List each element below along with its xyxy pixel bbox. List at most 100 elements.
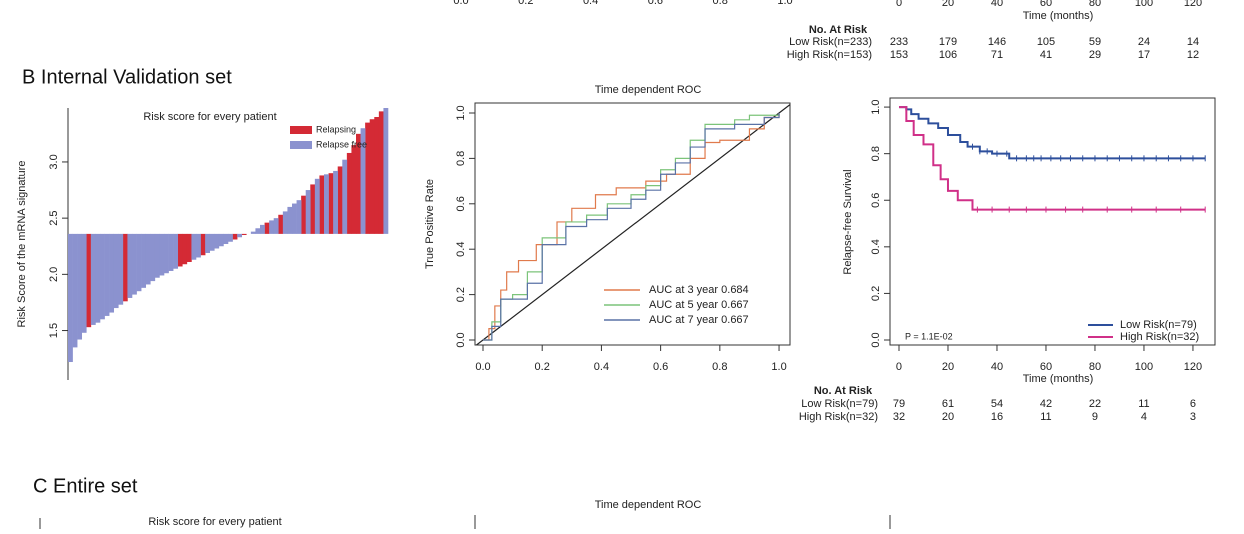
bar xyxy=(109,233,115,313)
x-tick-label: 0.0 xyxy=(453,0,468,7)
y-tick-label: 2.5 xyxy=(48,211,60,226)
bar xyxy=(127,233,133,298)
risk-table-cell: 6 xyxy=(1190,398,1196,410)
y-tick-label: 0.4 xyxy=(455,242,467,257)
x-tick-label: 0 xyxy=(896,0,902,9)
legend-swatch xyxy=(290,126,312,134)
y-tick-label: 0.6 xyxy=(455,196,467,211)
x-tick-label: 40 xyxy=(991,0,1003,9)
bar xyxy=(150,233,156,282)
x-tick-label: 0.8 xyxy=(712,361,727,373)
x-tick-label: 0.4 xyxy=(594,361,609,373)
risk-table-cell: 71 xyxy=(991,49,1003,61)
bar xyxy=(264,222,270,234)
legend-label: AUC at 3 year 0.684 xyxy=(649,284,749,296)
x-tick-label: 0 xyxy=(896,361,902,373)
risk-table-cell: 179 xyxy=(939,36,957,48)
bar xyxy=(282,211,288,234)
risk-table-cell: 153 xyxy=(890,49,908,61)
roc-curve xyxy=(482,112,780,341)
bar xyxy=(269,220,275,234)
risk-table-cell: 3 xyxy=(1190,411,1196,423)
survival-curve xyxy=(898,106,1206,160)
bar xyxy=(81,233,87,333)
x-axis-label: Time (months) xyxy=(1023,10,1094,22)
x-tick-label: 0.0 xyxy=(475,361,490,373)
x-tick-label: 0.4 xyxy=(583,0,598,7)
bar xyxy=(360,128,366,234)
y-tick-label: 2.0 xyxy=(48,267,60,282)
bar xyxy=(168,233,174,271)
risk-table-cell: 22 xyxy=(1089,398,1101,410)
bar xyxy=(342,159,348,234)
x-tick-label: 20 xyxy=(942,361,954,373)
bar xyxy=(241,233,247,236)
bar xyxy=(356,133,361,234)
risk-table-row-label: High Risk(n=32) xyxy=(799,411,878,423)
legend-label: Low Risk(n=79) xyxy=(1120,319,1197,331)
bar xyxy=(104,233,110,316)
panel-title: B Internal Validation set xyxy=(22,66,232,88)
bar xyxy=(301,195,307,234)
panel-title: C Entire set xyxy=(33,475,138,497)
x-tick-label: 0.8 xyxy=(713,0,728,7)
survival-curve xyxy=(898,106,1206,211)
bar xyxy=(319,175,325,234)
x-tick-label: 0.6 xyxy=(648,0,663,7)
bar xyxy=(218,233,224,247)
bar xyxy=(365,122,371,234)
bar xyxy=(214,233,220,249)
x-tick-label: 60 xyxy=(1040,0,1052,9)
risk-table-cell: 146 xyxy=(988,36,1006,48)
bar xyxy=(346,152,352,234)
y-axis-label: Risk Score of the mRNA signature xyxy=(16,161,28,328)
y-tick-label: 0.0 xyxy=(870,332,882,347)
bar xyxy=(159,233,165,276)
bar xyxy=(255,228,261,234)
x-tick-label: 0.2 xyxy=(518,0,533,7)
bar xyxy=(164,233,169,274)
bar xyxy=(145,233,151,285)
bar xyxy=(136,233,142,292)
y-tick-label: 1.0 xyxy=(455,105,467,120)
bar xyxy=(337,166,343,234)
risk-table-title: No. At Risk xyxy=(814,385,873,397)
y-tick-label: 0.2 xyxy=(455,287,467,302)
bar xyxy=(383,108,389,234)
bar xyxy=(328,173,334,234)
bar xyxy=(132,233,137,295)
risk-table-cell: 32 xyxy=(893,411,905,423)
risk-table-cell: 16 xyxy=(991,411,1003,423)
y-tick-label: 0.6 xyxy=(870,193,882,208)
risk-table-cell: 14 xyxy=(1187,36,1199,48)
bar xyxy=(154,233,160,278)
bar xyxy=(305,190,311,234)
roc-curve xyxy=(482,112,780,341)
bar xyxy=(273,218,279,234)
chart-title: Risk score for every patient xyxy=(143,111,276,123)
risk-table-cell: 79 xyxy=(893,398,905,410)
bar xyxy=(369,119,375,234)
y-tick-label: 3.0 xyxy=(48,154,60,169)
bar xyxy=(90,233,96,325)
bar xyxy=(86,233,92,328)
x-tick-label: 20 xyxy=(942,0,954,9)
bar xyxy=(260,224,265,234)
chart-title: Time dependent ROC xyxy=(595,84,702,96)
risk-table-cell: 41 xyxy=(1040,49,1052,61)
x-tick-label: 120 xyxy=(1184,0,1202,9)
bar xyxy=(200,233,206,256)
chart-title: Time dependent ROC xyxy=(595,499,702,511)
y-tick-label: 0.8 xyxy=(870,146,882,161)
bar xyxy=(378,111,384,234)
bar xyxy=(68,233,73,363)
y-axis-label: Relapse-free Survival xyxy=(842,169,854,274)
risk-table-cell: 42 xyxy=(1040,398,1052,410)
bar xyxy=(324,174,329,234)
risk-table-cell: 11 xyxy=(1138,398,1149,410)
risk-table-cell: 17 xyxy=(1138,49,1150,61)
risk-table-cell: 24 xyxy=(1138,36,1150,48)
reference-diagonal xyxy=(475,104,790,345)
bar xyxy=(182,233,188,265)
